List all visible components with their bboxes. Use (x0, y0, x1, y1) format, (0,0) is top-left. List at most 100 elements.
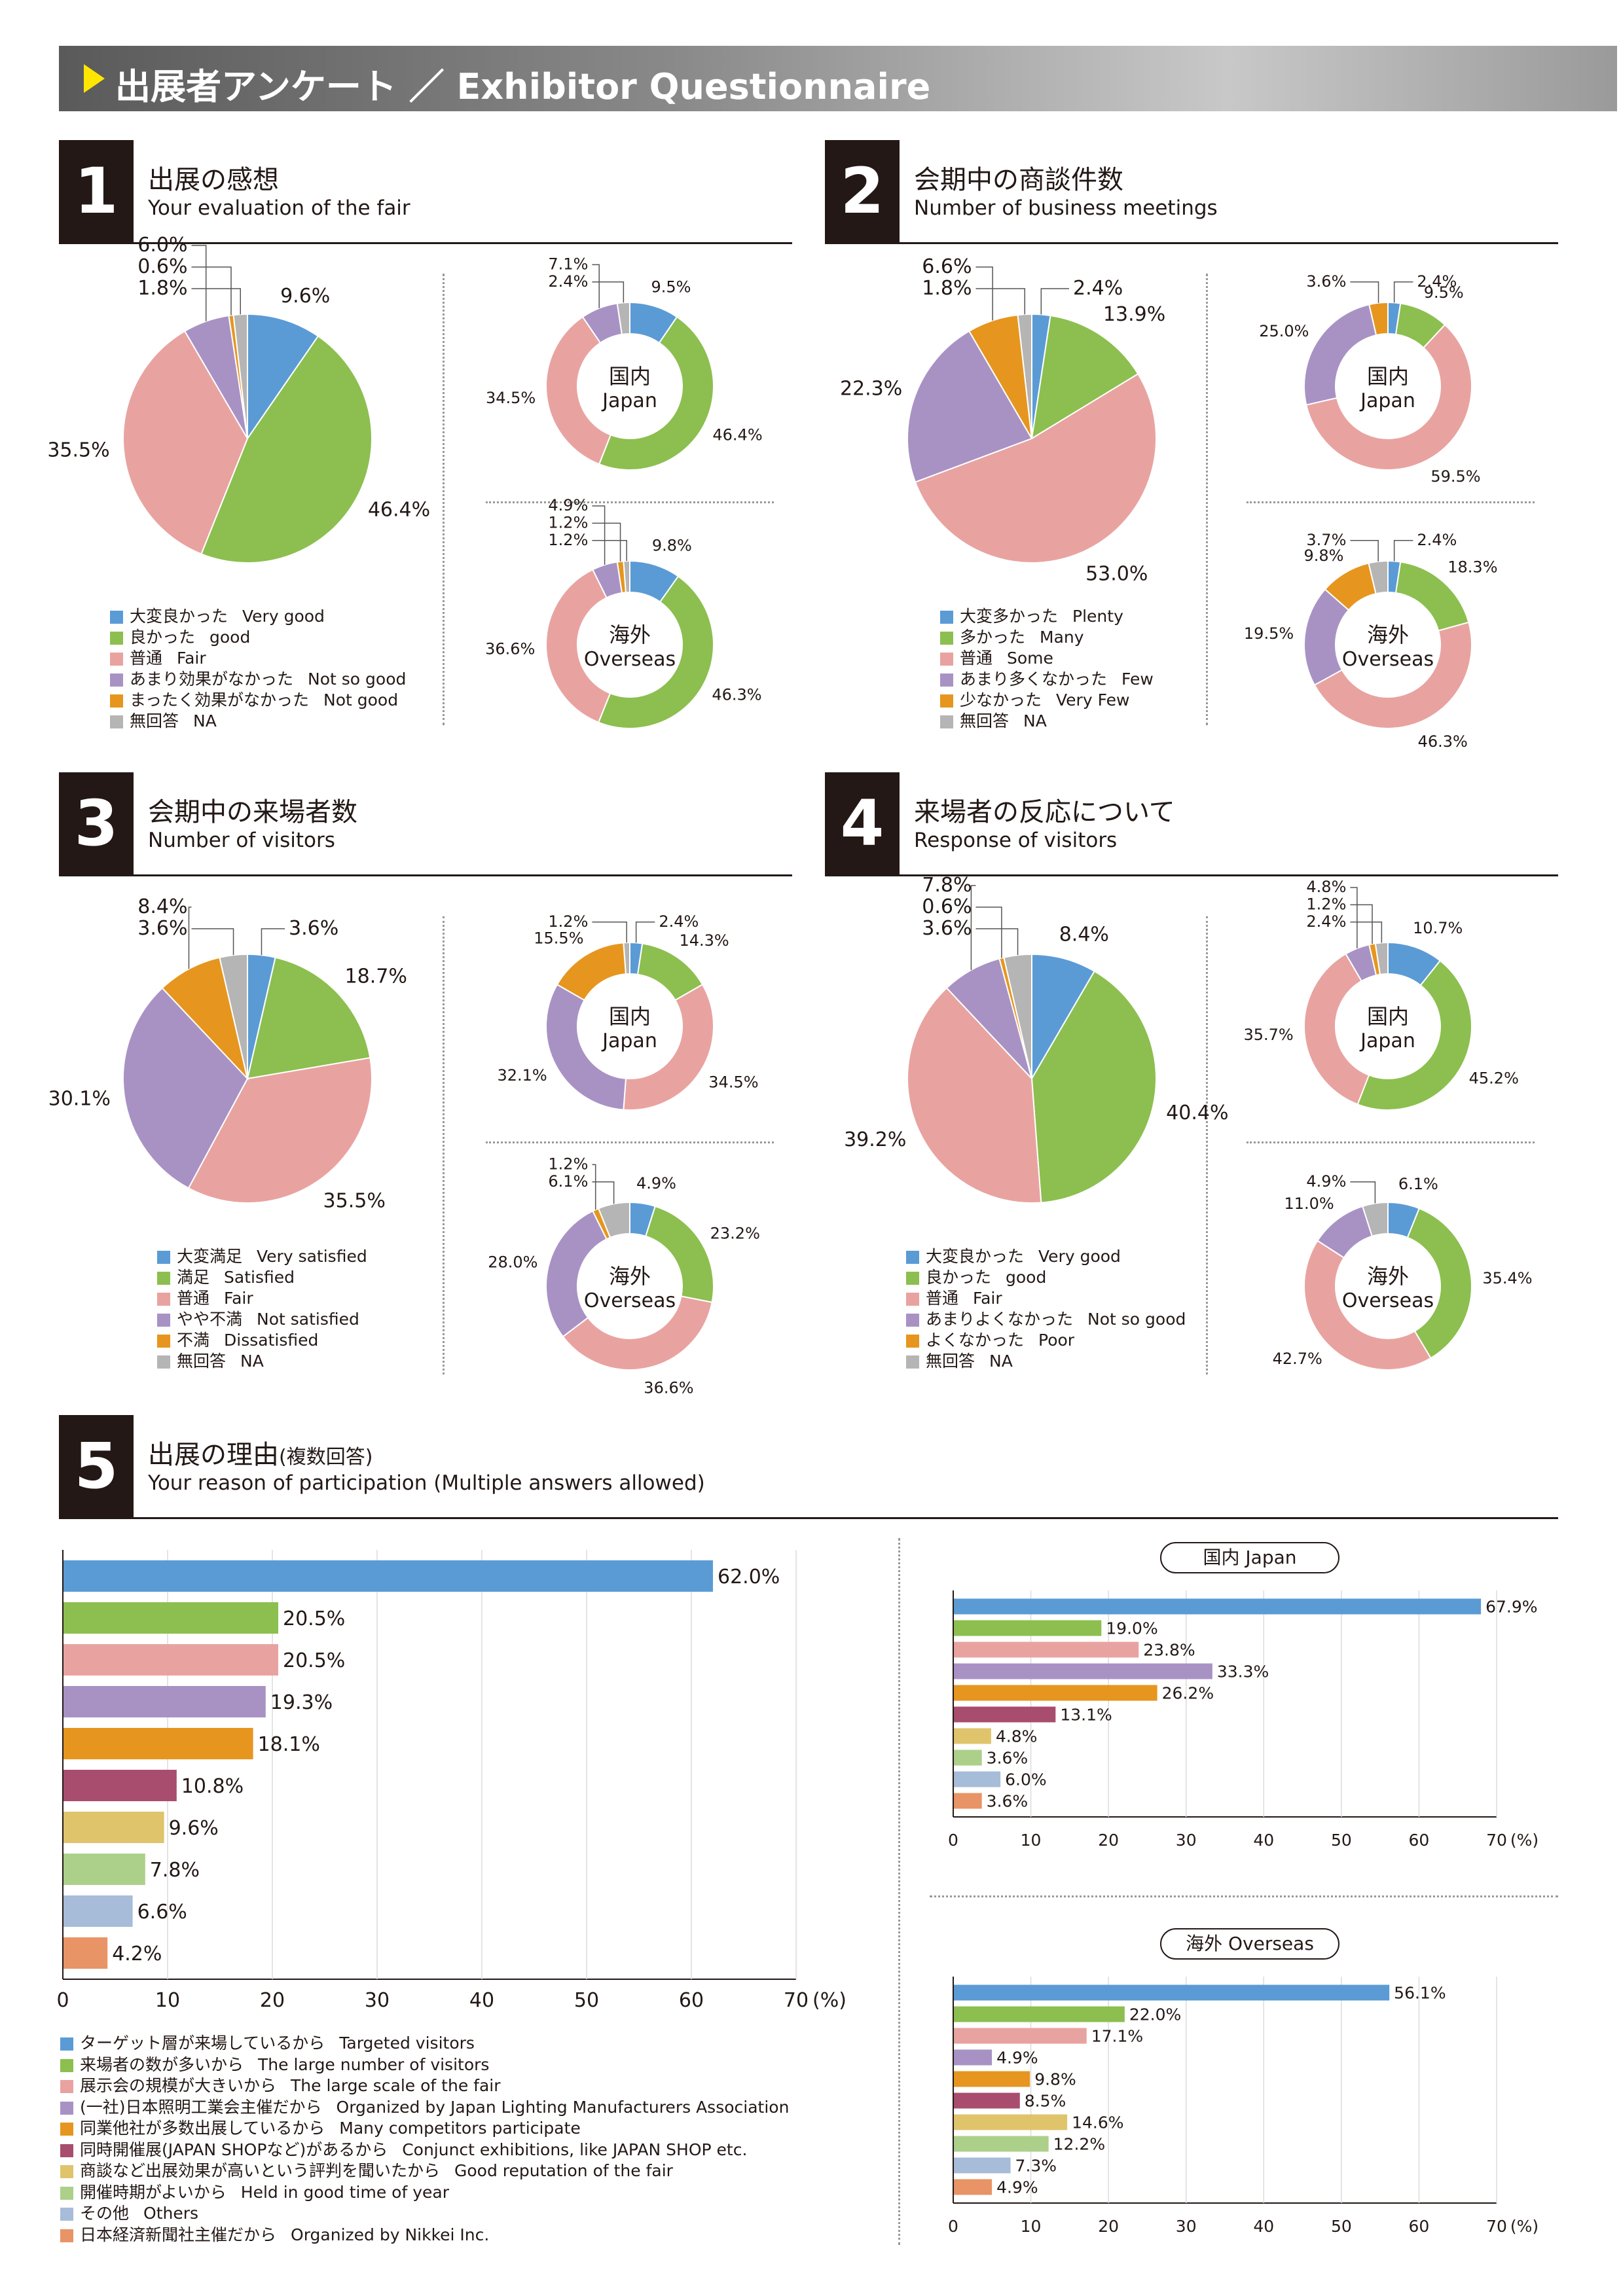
q5-bar-japan-bar (954, 1641, 1139, 1658)
q3-donut-japan-label: 2.4% (659, 912, 699, 931)
legend-label-en: Many (1040, 628, 1084, 647)
q5-bar-total-value-label: 10.8% (181, 1775, 244, 1798)
legend-item: 同業他社が多数出展しているから Many competitors particip… (60, 2118, 789, 2140)
q4-donut-japan-label: 1.2% (1306, 895, 1346, 914)
q4-pie-total-label: 0.6% (922, 895, 972, 918)
q1-pie-total-slice-fair (122, 330, 249, 555)
q3-donut-overseas-label: 4.9% (636, 1174, 676, 1193)
q2-donut-japan-label: 59.5% (1430, 467, 1480, 486)
legend-label-en: Very good (1038, 1247, 1121, 1266)
legend-swatch (940, 653, 953, 666)
q5-bar-overseas-tick-label: 30 (1176, 2217, 1197, 2236)
q3-pie-total-label: 3.6% (289, 917, 338, 940)
q3-donut-japan-slice-na (623, 941, 630, 975)
legend-swatch (60, 2208, 73, 2221)
q5-bar-total-bar (64, 1560, 713, 1592)
q3-donut-japan-leader (592, 922, 627, 943)
q5-bar-japan-bar (954, 1598, 1482, 1615)
q4-pie-total-label: 3.6% (922, 917, 972, 940)
legend-item: その他 Others (60, 2203, 789, 2225)
q1-pie-total-label: 6.0% (137, 234, 187, 257)
legend-swatch (940, 632, 953, 645)
legend-q3: 大変満足 Very satisfied 満足 Satisfied 普通 Fair やや不満 N… (157, 1246, 367, 1372)
legend-swatch (60, 2144, 73, 2157)
q3-donut-japan-label: 14.3% (679, 931, 729, 950)
legend-label-jp: ターゲット層が来場しているから (80, 2034, 325, 2053)
legend-label-en: Held in good time of year (240, 2182, 449, 2202)
section-number: 4 (825, 772, 900, 874)
q5-bar-overseas-tick-label: 40 (1253, 2217, 1274, 2236)
q1-pie-total-label: 35.5% (47, 439, 109, 461)
legend-q5: ターゲット層が来場しているから Targeted visitors 来場者の数が多い… (60, 2033, 789, 2246)
legend-swatch (60, 2037, 73, 2051)
legend-label-en: Fair (177, 649, 206, 668)
q2-donut-japan-slice-few (1303, 304, 1377, 406)
legend-label-en: good (209, 628, 251, 647)
q5-bar-japan-value-label: 26.2% (1162, 1684, 1214, 1703)
legend-item: 同時開催展(JAPAN SHOPなど)があるから Conjunct exhibit… (60, 2140, 789, 2161)
legend-item: (一社)日本照明工業会主催だから Organized by Japan Light… (60, 2097, 789, 2119)
q4-donut-overseas-leader (1350, 1181, 1376, 1204)
q4-donut-overseas-slice-na (1361, 1201, 1389, 1238)
q2-pie-total-slice-few (907, 330, 1033, 483)
q1-donut-japan-center-jp: 国内 (609, 364, 651, 389)
divider (443, 274, 445, 725)
legend-swatch (60, 2186, 73, 2200)
q1-donut-overseas-label: 1.2% (548, 531, 588, 549)
legend-label-jp: あまり多くなかった (960, 670, 1108, 689)
section-title-jp-main: 出展の理由 (148, 1440, 279, 1470)
q3-donut-overseas-slice-satisfied (644, 1205, 714, 1303)
q3-pie-total-leader (261, 928, 285, 956)
q4-donut-japan-slice-na (1374, 941, 1389, 976)
q2-pie-total-slice-na (1017, 313, 1032, 439)
legend-label-en: Satisfied (224, 1268, 295, 1287)
q2-pie-total-label: 1.8% (922, 277, 972, 300)
legend-label-jp: 普通 (960, 649, 993, 668)
legend-label-jp: 大変多かった (960, 607, 1059, 626)
legend-swatch (906, 1355, 919, 1369)
q3-donut-japan-center-jp: 国内 (609, 1004, 651, 1029)
q5-bar-overseas-unit-label: (%) (1510, 2217, 1539, 2236)
q2-pie-total-label: 2.4% (1073, 277, 1123, 300)
q3-pie-total-label: 30.1% (48, 1087, 111, 1110)
legend-item: 普通 Some (940, 648, 1154, 669)
legend-label-en: Conjunct exhibitions, like JAPAN SHOP et… (402, 2140, 748, 2159)
legend-swatch (110, 611, 123, 624)
q3-donut-japan-label: 1.2% (548, 912, 588, 931)
legend-label-en: Very good (242, 607, 325, 626)
q5-bar-overseas-value-label: 9.8% (1034, 2070, 1076, 2089)
q4-pie-total-leader (975, 928, 1019, 956)
legend-label-en: Few (1121, 670, 1154, 689)
q3-donut-overseas-center-jp: 海外 (609, 1264, 651, 1289)
legend-swatch (60, 2123, 73, 2136)
q5-bar-overseas-bar (954, 2071, 1030, 2087)
q5-bar-overseas-tick-label: 20 (1098, 2217, 1119, 2236)
q5-bar-total-tick-label: 50 (574, 1989, 599, 2012)
legend-item: 日本経済新聞社主催だから Organized by Nikkei Inc. (60, 2225, 789, 2246)
q1-pie-total-leader (191, 266, 232, 315)
legend-swatch (157, 1355, 170, 1369)
q2-donut-overseas-label: 19.5% (1244, 624, 1294, 643)
q5-bar-japan-value-label: 23.8% (1143, 1641, 1195, 1660)
q5-bar-overseas-value-label: 8.5% (1025, 2092, 1066, 2111)
legend-item: 良かった good (906, 1267, 1186, 1288)
q4-donut-japan-slice-good (1357, 960, 1472, 1111)
q2-pie-total-leader (975, 266, 993, 321)
section-number: 2 (825, 140, 900, 242)
section-title-en: Response of visitors (914, 829, 1118, 852)
q1-donut-japan-slice-na (616, 301, 630, 336)
q3-pie-total-label: 8.4% (137, 895, 187, 918)
q3-pie-total-slice-na (219, 953, 248, 1079)
q5-bar-overseas-bar (954, 1984, 1390, 2001)
legend-label-en: Organized by Japan Lighting Manufacturer… (336, 2097, 790, 2117)
legend-label-jp: 大変満足 (177, 1247, 243, 1266)
q1-donut-overseas-slice-fair (545, 568, 611, 724)
q2-pie-total-label: 6.6% (922, 255, 972, 278)
legend-label-en: Targeted visitors (339, 2034, 475, 2053)
q5-bar-total-bar (64, 1895, 133, 1927)
legend-label-jp: 日本経済新聞社主催だから (80, 2225, 277, 2244)
q5-bar-japan-tick-label: 30 (1176, 1831, 1197, 1850)
q2-donut-overseas-label: 3.7% (1306, 531, 1346, 549)
legend-label-jp: あまり効果がなかった (130, 670, 294, 689)
legend-swatch (906, 1251, 919, 1264)
